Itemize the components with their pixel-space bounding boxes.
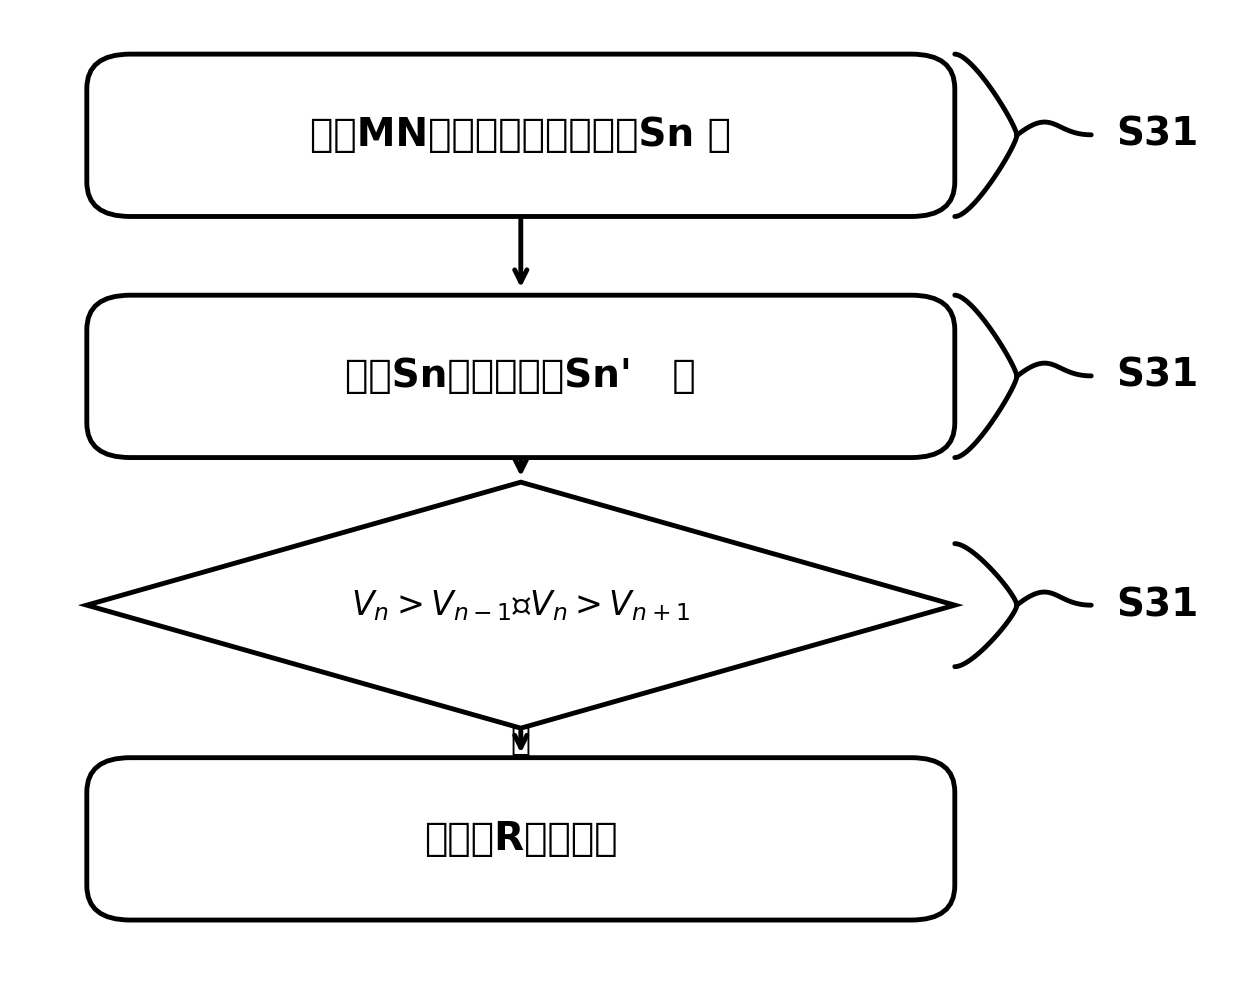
Text: 是: 是 — [511, 723, 531, 757]
FancyBboxPatch shape — [87, 758, 955, 920]
Polygon shape — [87, 482, 955, 728]
Text: $V_n>V_{n-1}$且$V_n>V_{n+1}$: $V_n>V_{n-1}$且$V_n>V_{n+1}$ — [351, 587, 691, 623]
Text: 确定Sn中的极大值Sn'   ；: 确定Sn中的极大值Sn' ； — [346, 357, 696, 396]
Text: S31: S31 — [1116, 357, 1198, 395]
FancyBboxPatch shape — [87, 54, 955, 216]
Text: 计算MN段每点的斜率变化率Sn ；: 计算MN段每点的斜率变化率Sn ； — [310, 116, 732, 154]
Text: 该点为R波位置；: 该点为R波位置； — [424, 820, 618, 858]
Text: S31: S31 — [1116, 586, 1198, 624]
Text: S31: S31 — [1116, 116, 1198, 154]
FancyBboxPatch shape — [87, 295, 955, 458]
